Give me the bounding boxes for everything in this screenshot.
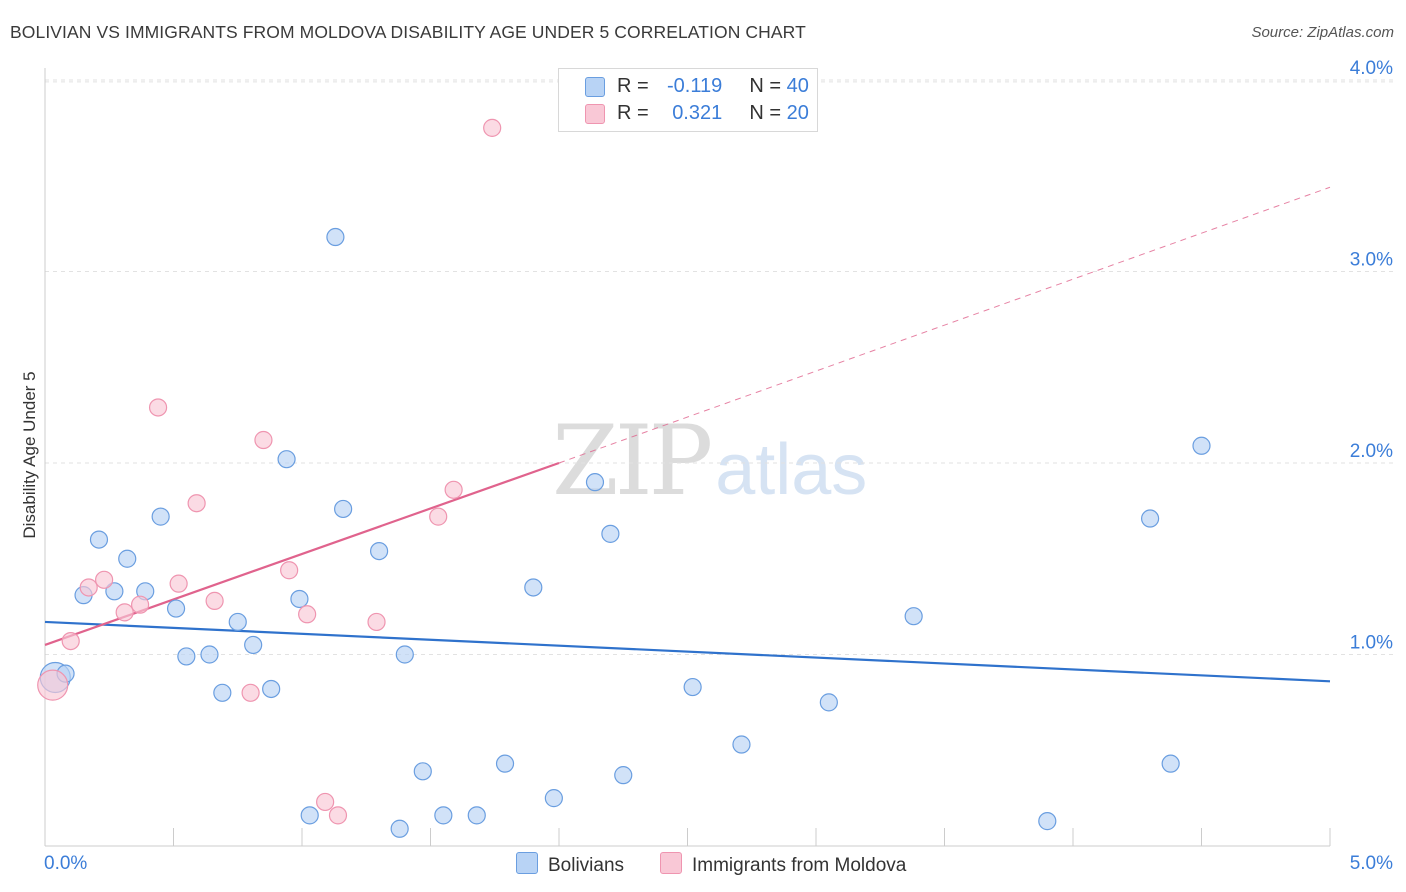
data-point-moldova (367, 612, 386, 632)
data-point-bolivians (290, 589, 309, 609)
watermark: ZIPatlas (552, 405, 867, 517)
watermark-zip: ZIP (552, 405, 713, 517)
data-point-bolivians (262, 679, 281, 699)
data-point-moldova (298, 605, 317, 624)
data-point-bolivians (1140, 509, 1160, 528)
data-point-moldova (148, 398, 168, 417)
axis-layer (44, 68, 1331, 847)
grid-layer (45, 79, 1395, 655)
tick-label-layer: 1.0% 2.0% 3.0% 4.0% 0.0% 5.0% (44, 58, 1393, 874)
data-point-bolivians (370, 541, 389, 561)
legend-r-value-bolivians: -0.119 (667, 75, 723, 97)
data-point-moldova (37, 669, 69, 701)
data-point-bolivians (1161, 754, 1180, 773)
y-tick-label: 4.0% (1350, 58, 1393, 79)
trend-line-moldova-extension (558, 186, 1331, 464)
data-point-bolivians (390, 819, 409, 838)
y-tick-label: 3.0% (1350, 250, 1393, 271)
bottom-legend-label-bolivians: Bolivians (548, 855, 625, 876)
data-point-bolivians (544, 789, 563, 808)
data-point-bolivians (300, 806, 319, 825)
legend-r-label: R = (617, 102, 649, 124)
data-point-bolivians (228, 612, 247, 632)
data-point-bolivians (614, 766, 633, 785)
data-point-moldova (130, 595, 150, 614)
data-point-bolivians (395, 645, 414, 664)
data-point-bolivians (434, 806, 453, 825)
data-point-moldova (429, 507, 448, 526)
data-point-bolivians (524, 578, 543, 597)
legend-r-label: R = (617, 75, 649, 97)
point-layer (37, 118, 1211, 838)
data-point-bolivians (244, 635, 263, 655)
data-point-bolivians (495, 754, 515, 773)
legend-n-value-moldova: 20 (786, 102, 809, 124)
bottom-swatch-bolivians (516, 852, 538, 874)
data-point-bolivians (166, 599, 186, 618)
data-point-bolivians (213, 683, 232, 702)
bottom-legend-moldova: Immigrants from Moldova (660, 852, 906, 877)
data-point-bolivians (732, 735, 751, 754)
data-point-moldova (483, 118, 502, 137)
x-tick-label-min: 0.0% (44, 853, 87, 874)
data-point-moldova (95, 570, 114, 589)
source-label: Source: ZipAtlas.com (1251, 24, 1394, 41)
data-point-moldova (254, 430, 273, 450)
legend-n-value-bolivians: 40 (786, 75, 809, 97)
data-point-bolivians (334, 499, 353, 519)
data-point-bolivians (277, 450, 296, 469)
data-point-bolivians (105, 582, 124, 601)
y-tick-label: 2.0% (1350, 441, 1393, 462)
data-point-bolivians (904, 607, 923, 626)
trend-line-bolivians (44, 620, 1331, 683)
legend-n-label: N = (749, 102, 782, 124)
data-point-bolivians (601, 524, 620, 543)
legend-r-value-moldova: 0.321 (672, 102, 723, 124)
data-point-moldova (316, 792, 335, 812)
data-point-bolivians (467, 806, 486, 825)
correlation-legend: R = -0.119 N = 40 R = 0.321 N = 20 (558, 68, 818, 132)
data-point-bolivians (585, 473, 605, 492)
y-axis-label: Disability Age Under 5 (20, 371, 39, 539)
data-point-moldova (169, 574, 188, 593)
data-point-moldova (61, 631, 80, 651)
data-point-bolivians (177, 647, 196, 666)
legend-n-label: N = (749, 75, 782, 97)
bottom-legend-bolivians: Bolivians (516, 852, 624, 877)
legend-swatch-moldova (585, 104, 605, 124)
legend-swatch-bolivians (585, 77, 605, 97)
data-point-bolivians (200, 645, 219, 664)
data-point-moldova (241, 683, 260, 702)
data-point-moldova (187, 494, 206, 513)
y-tick-label: 1.0% (1350, 633, 1393, 654)
watermark-atlas: atlas (715, 430, 868, 510)
data-point-moldova (328, 806, 348, 825)
data-point-moldova (280, 561, 299, 580)
data-point-bolivians (413, 762, 432, 781)
data-point-bolivians (819, 693, 838, 712)
data-point-moldova (79, 578, 98, 597)
trend-layer (44, 186, 1331, 683)
data-point-moldova (444, 480, 463, 499)
data-point-bolivians (151, 507, 170, 526)
data-point-moldova (115, 603, 134, 622)
chart-title: BOLIVIAN VS IMMIGRANTS FROM MOLDOVA DISA… (10, 22, 806, 42)
data-point-bolivians (326, 227, 345, 247)
bottom-legend-label-moldova: Immigrants from Moldova (692, 855, 907, 876)
x-tick-label-max: 5.0% (1350, 853, 1393, 874)
data-point-bolivians (118, 549, 137, 568)
bottom-swatch-moldova (660, 852, 682, 874)
data-point-bolivians (89, 530, 109, 549)
data-point-bolivians (1192, 436, 1211, 455)
data-point-bolivians (1038, 812, 1057, 831)
data-point-moldova (205, 591, 224, 610)
data-point-bolivians (683, 677, 702, 697)
